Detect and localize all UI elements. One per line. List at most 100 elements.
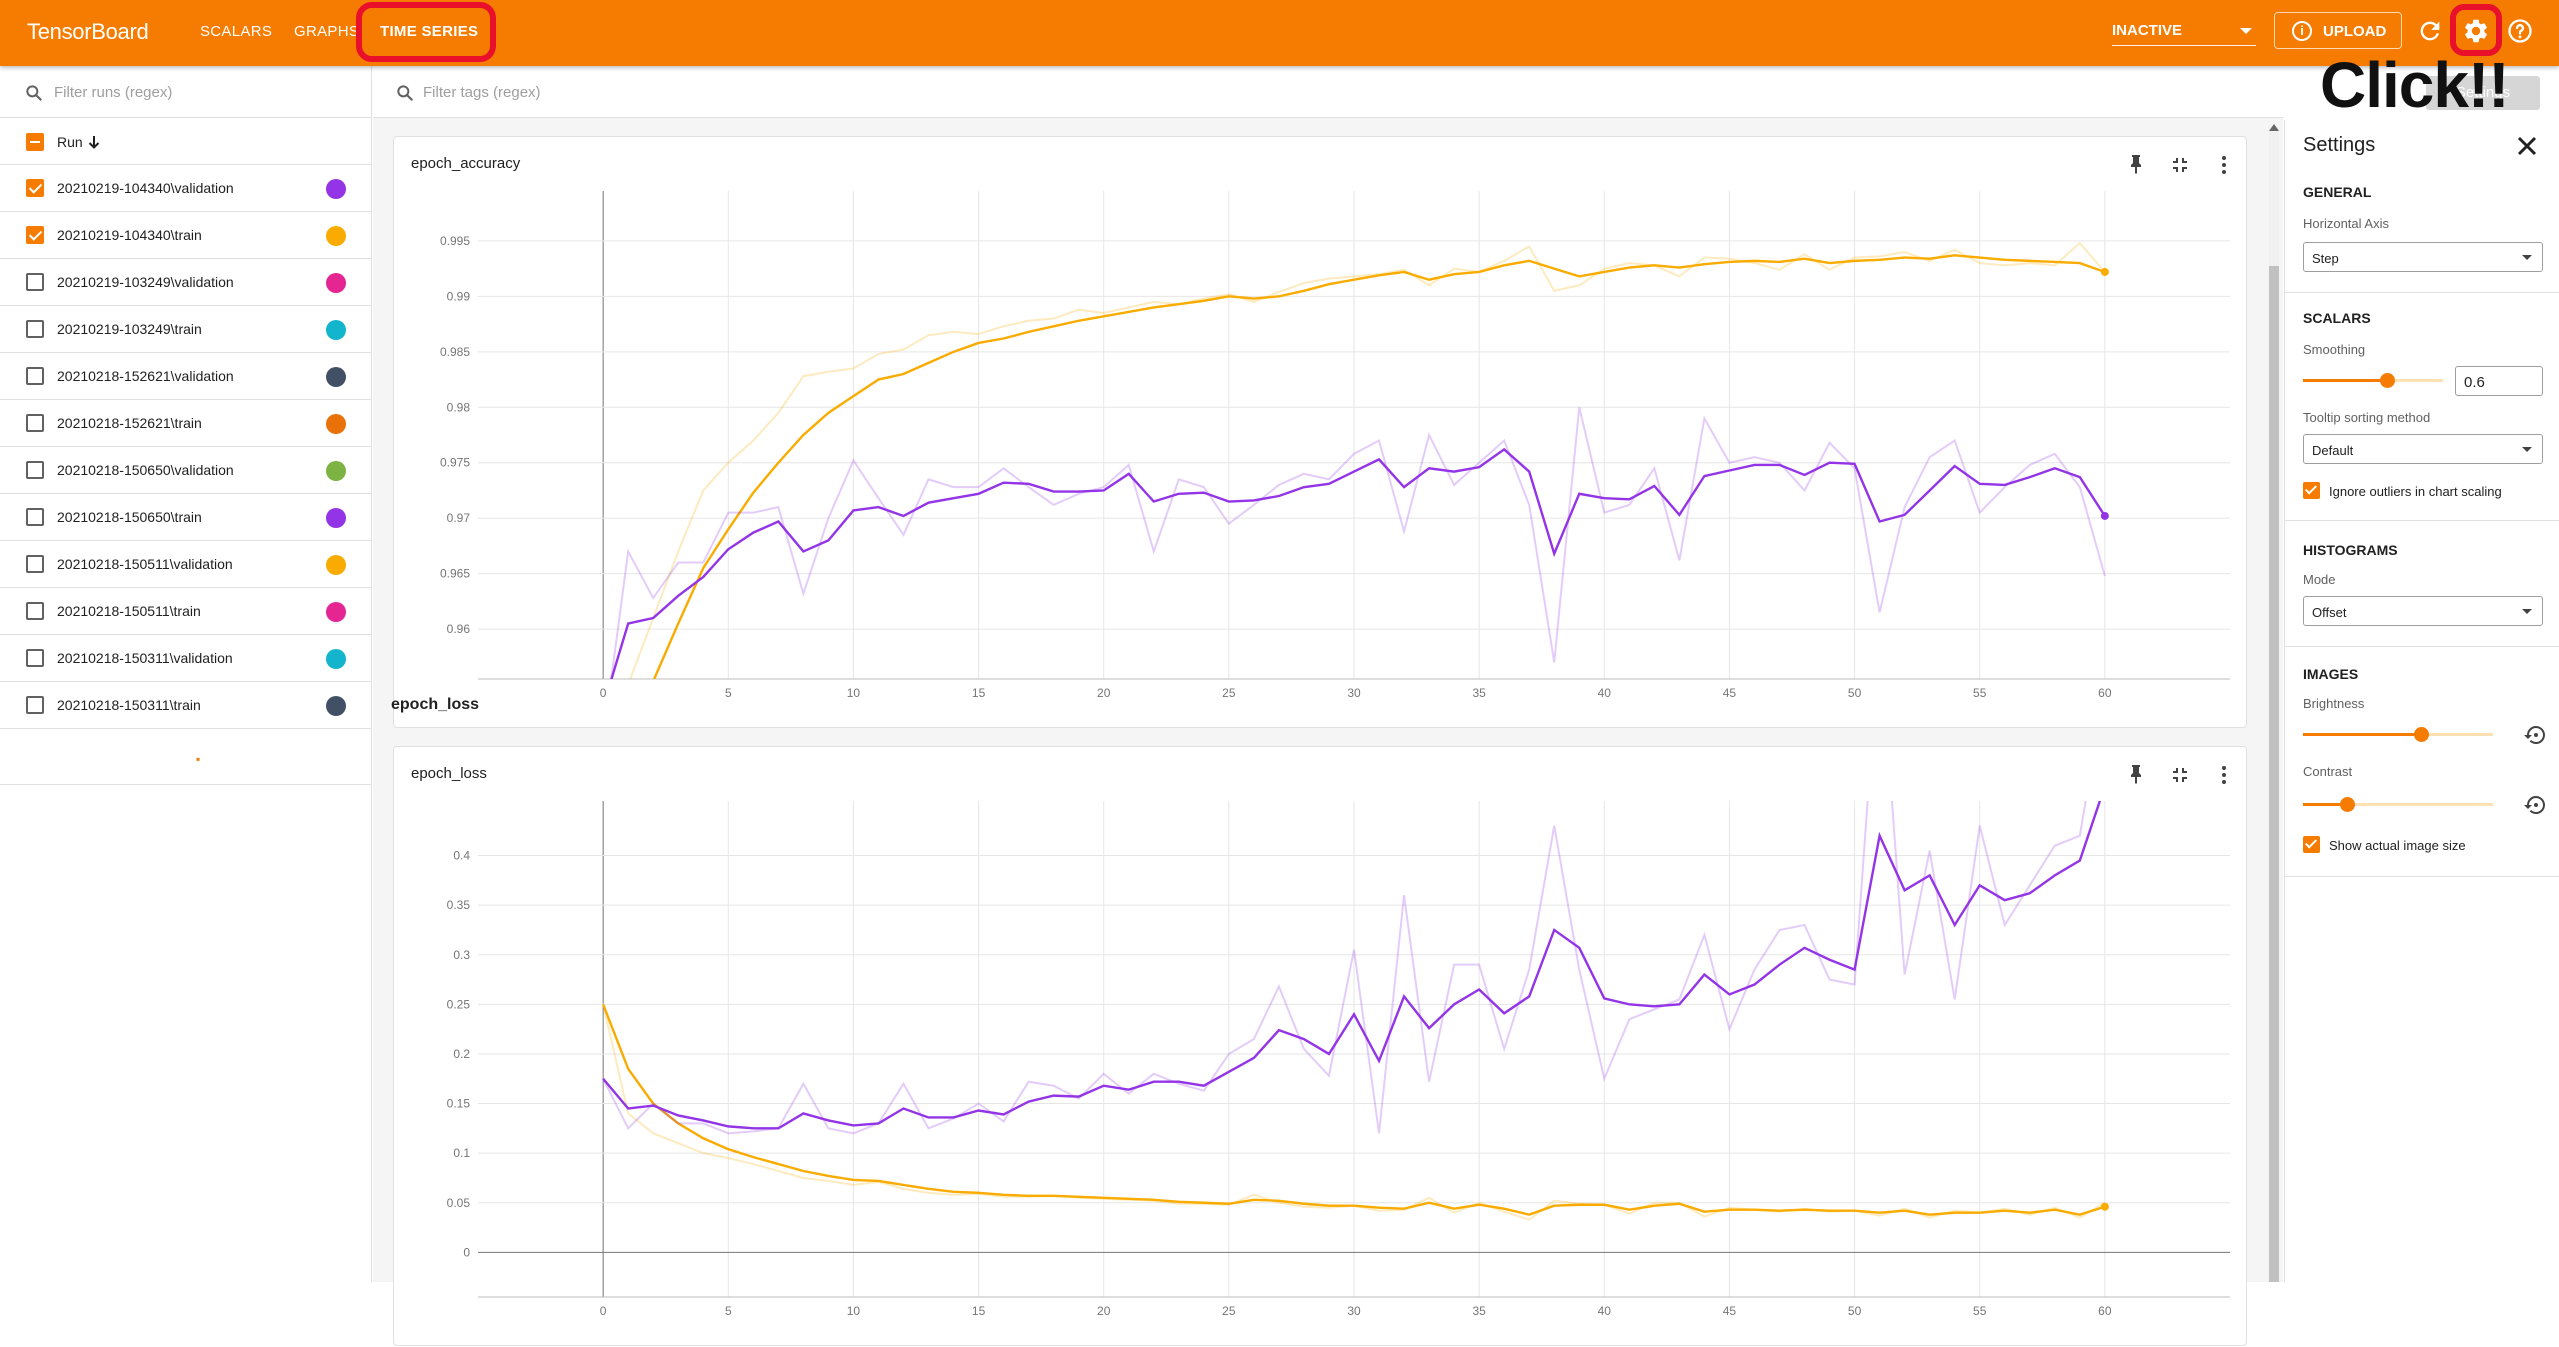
reset-brightness-icon[interactable] [2523, 723, 2547, 747]
contrast-slider-thumb[interactable] [2339, 797, 2355, 812]
run-row[interactable]: 20210218-150511\validation [0, 541, 372, 588]
run-checkbox[interactable] [26, 320, 44, 338]
run-checkbox[interactable] [26, 179, 44, 197]
run-row[interactable]: 20210219-103249\validation [0, 259, 372, 306]
series-raw-line [602, 801, 2087, 1135]
tab-scalars[interactable]: SCALARS [200, 23, 273, 40]
contrast-slider-track[interactable] [2303, 803, 2493, 806]
actual-image-size-checkbox[interactable] [2303, 836, 2320, 853]
scalars-section-header: SCALARS [2303, 310, 2371, 326]
epoch-accuracy-chart[interactable]: 0 5 10 15 20 25 30 35 40 45 50 55 60 0.96 0.965 0.97 0.9… [394, 137, 2248, 729]
run-checkbox[interactable] [26, 367, 44, 385]
settings-chip-button[interactable]: Settings [2426, 76, 2540, 110]
series-smoothed-line [610, 447, 2106, 679]
upload-button[interactable]: i UPLOAD [2274, 12, 2402, 49]
x-tick-label: 10 [847, 686, 861, 700]
run-checkbox[interactable] [26, 508, 44, 526]
run-row[interactable]: 20210218-150311\validation [0, 635, 372, 682]
run-filter[interactable]: Filter runs (regex) [0, 66, 372, 118]
run-color-swatch[interactable] [326, 226, 346, 246]
run-color-swatch[interactable] [326, 367, 346, 387]
horizontal-axis-select[interactable]: Step [2303, 242, 2543, 272]
run-color-swatch[interactable] [326, 649, 346, 669]
run-row[interactable]: 20210219-103249\train [0, 306, 372, 353]
help-icon[interactable] [2506, 17, 2534, 45]
brightness-slider-thumb[interactable] [2413, 727, 2429, 742]
fullscreen-exit-icon[interactable] [2168, 153, 2192, 177]
run-color-swatch[interactable] [326, 555, 346, 575]
run-checkbox[interactable] [26, 602, 44, 620]
tooltip-sorting-value: Default [2312, 443, 2354, 458]
tag-filter[interactable]: Filter tags (regex) [373, 66, 2283, 118]
run-checkbox[interactable] [26, 273, 44, 291]
run-row[interactable]: 20210218-150511\train [0, 588, 372, 635]
refresh-icon[interactable] [2416, 17, 2444, 45]
tooltip-sorting-label: Tooltip sorting method [2303, 410, 2431, 425]
y-tick-label: 0.35 [447, 898, 471, 912]
run-row[interactable]: 20210218-152621\train [0, 400, 372, 447]
tab-time-series[interactable]: TIME SERIES [380, 23, 479, 40]
tab-graphs[interactable]: GRAPHS [294, 23, 360, 40]
more-vert-icon[interactable] [2212, 153, 2236, 177]
smoothing-input[interactable]: 0.6 [2455, 366, 2543, 396]
reset-contrast-icon[interactable] [2523, 793, 2547, 817]
x-tick-label: 5 [725, 686, 732, 700]
run-color-swatch[interactable] [326, 461, 346, 481]
pin-icon[interactable] [2124, 763, 2148, 787]
run-name: 20210219-104340\train [57, 227, 202, 243]
run-row[interactable]: 20210218-152621\validation [0, 353, 372, 400]
series-raw-line [629, 241, 2106, 679]
main-scrollbar-thumb[interactable] [2269, 266, 2279, 1282]
ignore-outliers-checkbox[interactable] [2303, 482, 2320, 499]
run-row[interactable]: 20210218-150650\train [0, 494, 372, 541]
run-row[interactable]: 20210219-104340\train [0, 212, 372, 259]
chart-title: epoch_accuracy [411, 155, 521, 172]
y-tick-label: 0.15 [447, 1097, 471, 1111]
x-tick-label: 10 [847, 1304, 861, 1318]
run-color-swatch[interactable] [326, 602, 346, 622]
run-checkbox[interactable] [26, 555, 44, 573]
fullscreen-exit-icon[interactable] [2168, 763, 2192, 787]
x-tick-label: 35 [1472, 1304, 1486, 1318]
x-tick-label: 45 [1723, 686, 1737, 700]
run-row[interactable]: 20210218-150650\validation [0, 447, 372, 494]
series-endpoint [2100, 1202, 2109, 1211]
run-checkbox[interactable] [26, 696, 44, 714]
settings-gear-icon[interactable] [2462, 17, 2490, 45]
select-all-checkbox[interactable] [26, 133, 44, 151]
section-divider [2285, 876, 2559, 877]
run-row[interactable]: 20210219-104340\validation [0, 165, 372, 212]
series-smoothed-line [652, 254, 2106, 679]
run-color-swatch[interactable] [326, 414, 346, 434]
more-vert-icon[interactable] [2212, 763, 2236, 787]
chevron-down-icon [2240, 28, 2252, 34]
tooltip-sorting-select[interactable]: Default [2303, 434, 2543, 464]
run-color-swatch[interactable] [326, 696, 346, 716]
run-color-swatch[interactable] [326, 508, 346, 528]
run-checkbox[interactable] [26, 226, 44, 244]
run-name: 20210218-150311\validation [57, 650, 233, 666]
run-color-swatch[interactable] [326, 273, 346, 293]
run-name: 20210219-103249\train [57, 321, 202, 337]
histogram-mode-select[interactable]: Offset [2303, 596, 2543, 626]
search-icon [397, 85, 413, 101]
sort-arrow-down-icon[interactable] [87, 134, 101, 150]
smoothing-value: 0.6 [2464, 374, 2485, 391]
pin-icon[interactable] [2124, 153, 2148, 177]
smoothing-slider-thumb[interactable] [2380, 373, 2395, 388]
settings-panel: Settings GENERAL Horizontal Axis Step SC… [2284, 120, 2559, 1282]
scroll-up-arrow-icon[interactable] [2269, 124, 2279, 131]
run-checkbox[interactable] [26, 461, 44, 479]
epoch-loss-chart[interactable]: 0 5 10 15 20 25 30 35 40 45 50 55 60 0 0.05 0.1 0.15 0.2 0… [394, 747, 2248, 1347]
run-color-swatch[interactable] [326, 320, 346, 340]
run-color-swatch[interactable] [326, 179, 346, 199]
run-checkbox[interactable] [26, 414, 44, 432]
x-tick-label: 60 [2098, 686, 2112, 700]
run-column-header[interactable]: Run [57, 134, 83, 150]
close-icon[interactable] [2511, 130, 2543, 162]
chart-title: epoch_loss [411, 765, 487, 782]
reload-status-select[interactable]: INACTIVE [2112, 16, 2256, 46]
x-tick-label: 55 [1973, 686, 1987, 700]
run-checkbox[interactable] [26, 649, 44, 667]
run-row[interactable]: 20210218-150311\train [0, 682, 372, 729]
